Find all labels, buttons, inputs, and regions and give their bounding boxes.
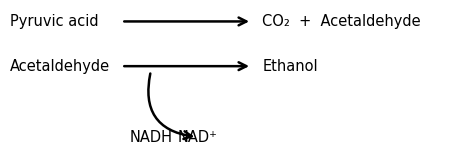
Text: NAD⁺: NAD⁺ xyxy=(177,130,217,145)
Text: CO₂  +  Acetaldehyde: CO₂ + Acetaldehyde xyxy=(262,14,421,29)
Text: Ethanol: Ethanol xyxy=(262,59,318,74)
Text: Pyruvic acid: Pyruvic acid xyxy=(10,14,99,29)
Text: Acetaldehyde: Acetaldehyde xyxy=(10,59,110,74)
Text: NADH: NADH xyxy=(130,130,172,145)
